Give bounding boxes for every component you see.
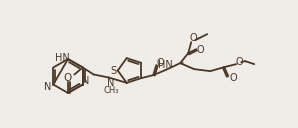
- Text: N: N: [107, 77, 114, 88]
- Text: CH₃: CH₃: [104, 86, 119, 95]
- Text: O: O: [235, 57, 243, 67]
- Text: *: *: [180, 61, 184, 70]
- Text: O: O: [64, 73, 72, 83]
- Text: N: N: [82, 76, 89, 86]
- Text: O: O: [229, 73, 237, 83]
- Text: S: S: [111, 67, 117, 77]
- Text: N: N: [44, 83, 51, 93]
- Text: O: O: [156, 58, 164, 68]
- Text: HN: HN: [55, 53, 69, 63]
- Text: O: O: [196, 45, 204, 55]
- Text: O: O: [190, 33, 197, 43]
- Text: HN: HN: [158, 60, 173, 70]
